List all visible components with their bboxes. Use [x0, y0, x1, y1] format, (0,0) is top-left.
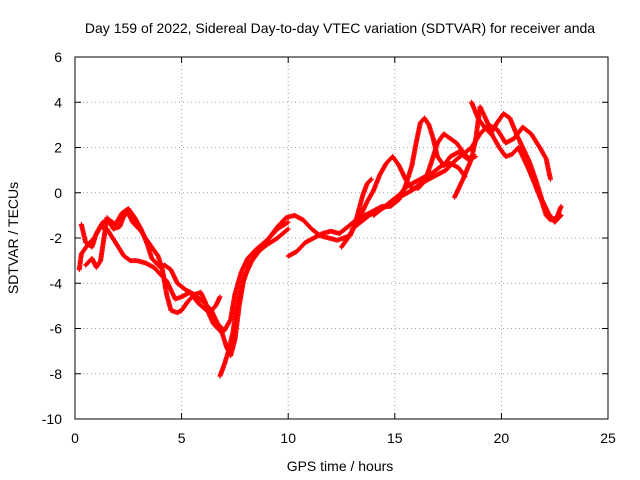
axis-ticks: 0 5 10 15 20 25 -10 -8 -6 -4 -2 0 2 4 6: [42, 49, 616, 446]
data-point: [285, 219, 291, 225]
y-axis-label: SDTVAR / TECUs: [5, 182, 21, 294]
data-point: [284, 227, 290, 233]
y-tick-label: 4: [54, 94, 62, 110]
series-arc-C: [83, 210, 291, 359]
data-point: [558, 203, 564, 209]
y-tick-label: 0: [54, 185, 62, 201]
y-tick-label: -4: [50, 275, 63, 291]
x-tick-label: 5: [178, 430, 186, 446]
x-axis-label: GPS time / hours: [287, 458, 394, 474]
y-tick-label: -8: [50, 366, 63, 382]
x-tick-label: 0: [71, 430, 79, 446]
y-tick-label: -10: [42, 411, 62, 427]
data-point: [557, 213, 563, 219]
x-tick-label: 20: [494, 430, 510, 446]
data-point: [367, 177, 373, 183]
y-tick-label: 2: [54, 140, 62, 156]
y-tick-label: 6: [54, 49, 62, 65]
data-point: [285, 226, 291, 232]
y-tick-label: -6: [50, 321, 63, 337]
chart-title: Day 159 of 2022, Sidereal Day-to-day VTE…: [85, 20, 595, 36]
data-point: [368, 176, 374, 182]
series-arc-J: [469, 99, 564, 225]
data-point: [547, 176, 553, 182]
y-tick-label: -2: [50, 230, 63, 246]
data-point: [126, 257, 132, 263]
x-tick-label: 15: [387, 430, 403, 446]
data-point: [284, 220, 290, 226]
x-tick-label: 25: [600, 430, 616, 446]
x-tick-label: 10: [280, 430, 296, 446]
data-point: [217, 294, 223, 300]
data-points: [76, 99, 564, 379]
series-arc-D: [217, 176, 374, 379]
data-point: [558, 212, 564, 218]
